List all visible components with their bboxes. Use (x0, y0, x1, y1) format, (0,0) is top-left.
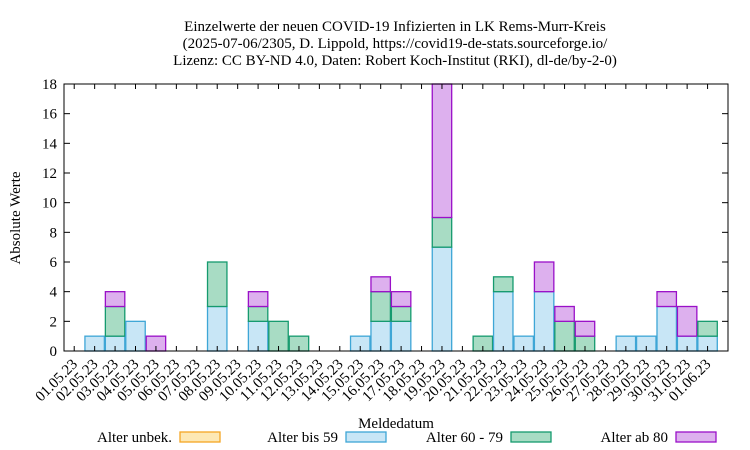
bar-segment (492, 276, 514, 293)
chart-title-line-2: (2025-07-06/2305, D. Lippold, https://co… (183, 36, 608, 52)
chart-title-line-1: Einzelwerte der neuen COVID-19 Infiziert… (184, 19, 606, 35)
bar-segment (370, 291, 392, 322)
legend-swatch (675, 431, 717, 443)
axes-layer: 02468101214161801.05.2302.05.2303.05.230… (33, 77, 729, 405)
legend-swatch (510, 431, 552, 443)
bar-segment (431, 83, 453, 219)
x-axis-label: Meldedatum (358, 416, 434, 432)
bar-segment (656, 305, 678, 352)
legend-label: Alter 60 - 79 (426, 430, 503, 446)
bar-segment (390, 291, 412, 308)
legend-label: Alter unbek. (97, 430, 172, 446)
bar-segment (676, 305, 698, 337)
y-tick-label: 18 (42, 77, 57, 93)
bar-segment (697, 320, 718, 337)
y-tick-label: 10 (42, 196, 57, 212)
legend-swatch (345, 431, 387, 443)
bar-segment (206, 305, 228, 352)
bar-segment (206, 261, 228, 308)
bar-segment (390, 305, 412, 322)
legend-swatch (179, 431, 221, 443)
y-axis-label: Absolute Werte (8, 171, 24, 264)
y-tick-label: 12 (42, 166, 57, 182)
y-tick-label: 6 (50, 255, 58, 271)
bar-segment (431, 216, 453, 248)
y-tick-label: 8 (50, 225, 58, 241)
bar-segment (370, 276, 392, 293)
legend-label: Alter bis 59 (267, 430, 338, 446)
y-tick-label: 0 (50, 344, 58, 360)
bar-segment (247, 305, 269, 322)
y-tick-label: 16 (42, 107, 58, 123)
y-tick-label: 4 (50, 285, 58, 301)
bar-segment (492, 291, 514, 352)
bar-segment (247, 291, 269, 308)
bar-segment (104, 291, 126, 308)
y-tick-label: 14 (42, 136, 58, 152)
plot-frame (63, 83, 729, 352)
bar-segment (533, 261, 555, 293)
bar-segment (431, 246, 453, 352)
bar-segment (574, 320, 596, 337)
legend-label: Alter ab 80 (601, 430, 668, 446)
bar-segment (104, 305, 126, 337)
bar-segment (533, 291, 555, 352)
chart-title: Einzelwerte der neuen COVID-19 Infiziert… (173, 19, 617, 69)
chart-title-line-3: Lizenz: CC BY-ND 4.0, Daten: Robert Koch… (173, 53, 617, 69)
bars-layer (84, 83, 718, 352)
y-tick-label: 2 (50, 314, 58, 330)
legend: Alter unbek. Alter bis 59 Alter 60 - 79 Alt… (97, 430, 717, 446)
bar-segment (656, 291, 678, 308)
bar-segment (554, 305, 575, 322)
